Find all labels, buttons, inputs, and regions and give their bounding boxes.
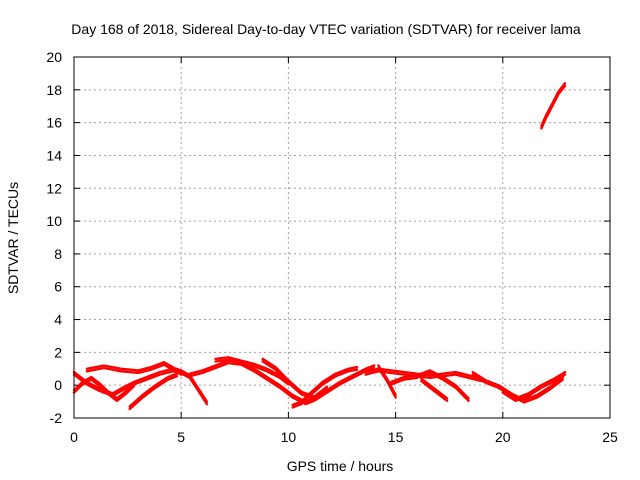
y-tick-label: 2 xyxy=(54,344,62,360)
series-band-trace-9 xyxy=(291,368,359,409)
plot-frame xyxy=(73,56,611,419)
x-tick-label: 15 xyxy=(388,429,404,445)
series-trace-3 xyxy=(85,361,183,374)
series-band-trace-6 xyxy=(188,361,376,406)
x-tick-label: 20 xyxy=(495,429,511,445)
series-trace-13 xyxy=(420,377,449,400)
series-band-trace-15 xyxy=(501,373,567,402)
data-series xyxy=(72,82,567,411)
x-tick-label: 5 xyxy=(177,429,185,445)
y-tick-label: 12 xyxy=(46,180,62,196)
y-tick-label: 10 xyxy=(46,213,62,229)
series-band-trace-8 xyxy=(261,360,329,401)
y-tick-label: 20 xyxy=(46,49,62,65)
series-band-trace-4 xyxy=(128,375,179,411)
series-trace-2 xyxy=(72,375,136,400)
series-band-trace-12 xyxy=(377,366,397,399)
y-tick-label: 16 xyxy=(46,115,62,131)
series-band-trace-2 xyxy=(72,378,136,402)
series-trace-14 xyxy=(471,370,564,402)
y-tick-label: 4 xyxy=(54,312,62,328)
series-band-trace-3 xyxy=(85,363,183,376)
series-trace-5 xyxy=(175,367,209,403)
y-tick-label: 18 xyxy=(46,82,62,98)
y-tick-label: 6 xyxy=(54,279,62,295)
y-tick-label: 0 xyxy=(54,377,62,393)
chart-title: Day 168 of 2018, Sidereal Day-to-day VTE… xyxy=(71,21,581,37)
series-band-trace-7 xyxy=(214,358,290,386)
x-tick-label: 25 xyxy=(602,429,618,445)
x-tick-label: 0 xyxy=(70,429,78,445)
series-band-trace-11 xyxy=(390,371,470,402)
series-trace-11 xyxy=(390,369,470,400)
series-band-trace-16 xyxy=(540,84,567,130)
y-tick-label: 14 xyxy=(46,147,62,163)
series-band-trace-13 xyxy=(420,379,449,402)
series-trace-4 xyxy=(128,372,179,408)
series-trace-6 xyxy=(188,359,376,403)
x-axis-label: GPS time / hours xyxy=(287,458,394,474)
x-tick-label: 10 xyxy=(281,429,297,445)
y-axis-label: SDTVAR / TECUs xyxy=(5,182,21,294)
grid xyxy=(74,57,610,418)
y-tick-label: -2 xyxy=(50,410,63,426)
axis-ticks: 0 5 10 15 20 25 -2 0 2 4 6 8 10 12 14 16 18 20 xyxy=(46,49,618,445)
series-trace-8 xyxy=(261,357,329,398)
series-band-trace-5 xyxy=(175,370,209,406)
series-trace-9 xyxy=(291,365,359,407)
series-trace-15 xyxy=(501,370,567,400)
series-band-trace-10 xyxy=(364,370,483,383)
y-tick-label: 8 xyxy=(54,246,62,262)
